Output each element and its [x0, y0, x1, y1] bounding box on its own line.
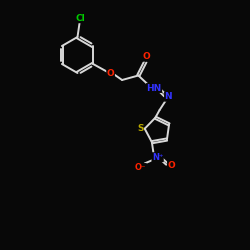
Text: Cl: Cl [76, 14, 86, 23]
Text: O: O [168, 162, 175, 170]
Text: O: O [107, 68, 114, 78]
Text: O: O [143, 52, 150, 61]
Text: N⁺: N⁺ [152, 153, 163, 162]
Text: S: S [137, 124, 143, 133]
Text: O⁻: O⁻ [135, 164, 146, 172]
Text: N: N [164, 92, 172, 101]
Text: HN: HN [146, 84, 162, 92]
